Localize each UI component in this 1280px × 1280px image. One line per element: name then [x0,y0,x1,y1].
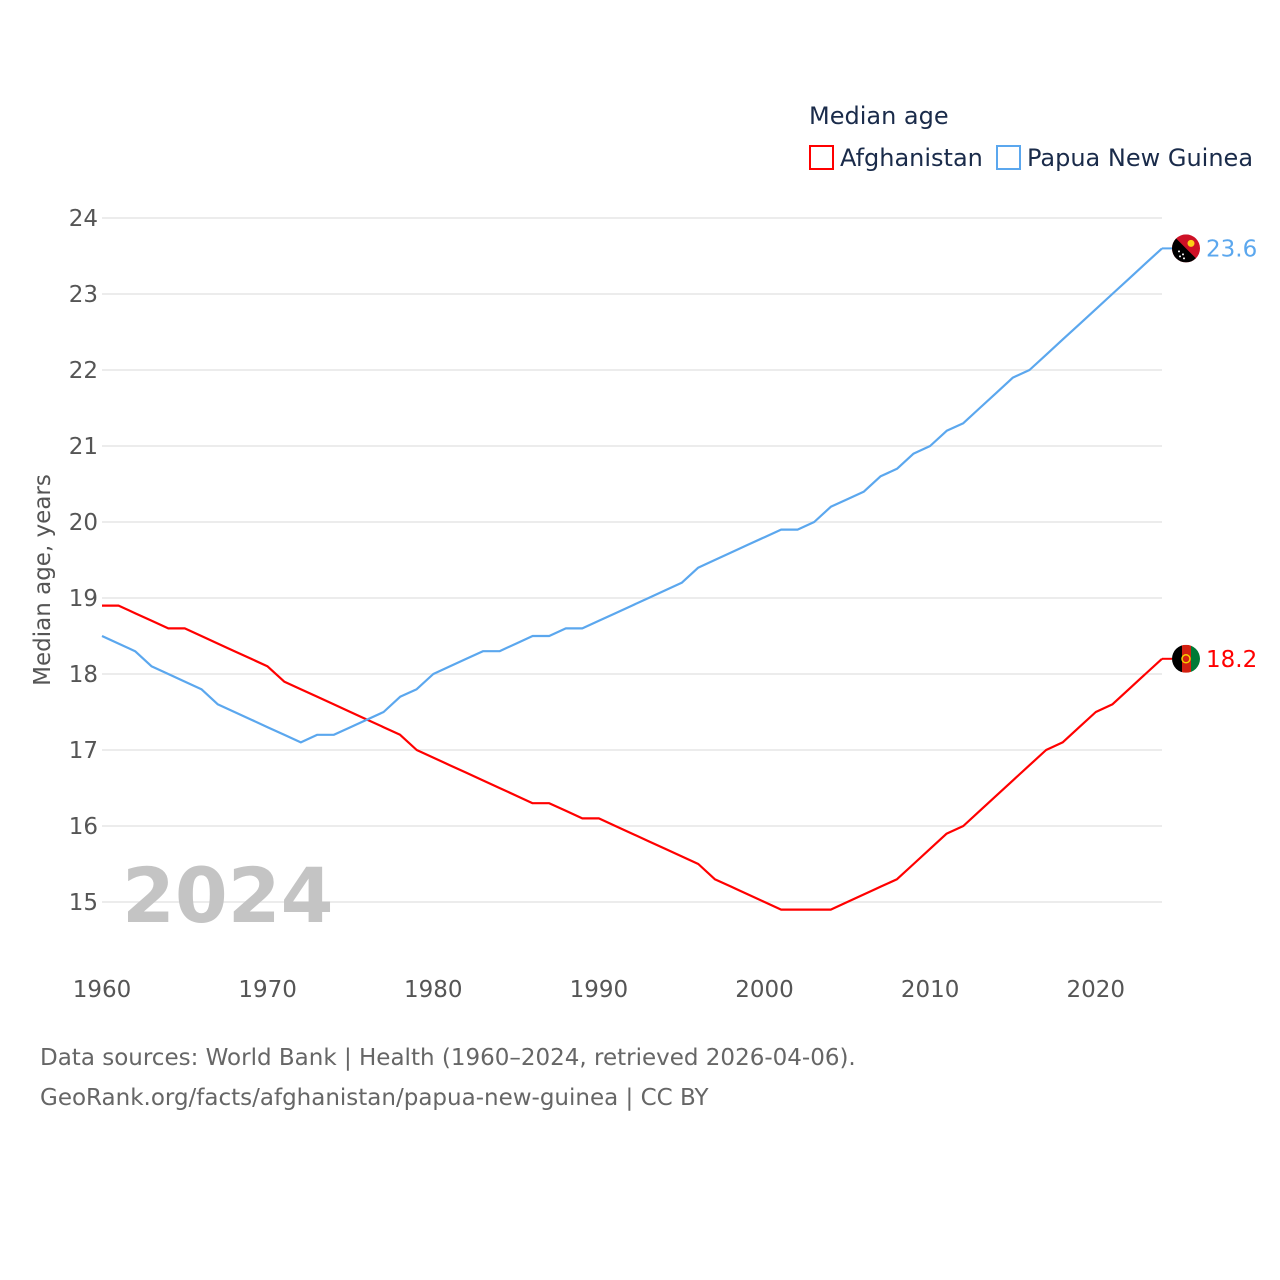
end-markers: 18.2 23.6 [1162,234,1257,673]
legend-swatch-papua-new-guinea[interactable] [996,145,1021,170]
flag-body [1172,234,1200,263]
flag-black [1172,234,1200,263]
series-lines [101,247,1163,911]
footer-sources: Data sources: World Bank | Health (1960–… [40,1045,856,1071]
y-tick-label: 16 [69,814,98,840]
y-tick-label: 21 [69,434,98,460]
flag-body [1172,644,1200,673]
flag-stripe [1182,644,1191,673]
footer-link[interactable]: GeoRank.org/facts/afghanistan/papua-new-… [40,1085,709,1111]
y-tick-label: 18 [69,662,98,688]
flag-afghanistan-icon [1172,644,1200,673]
x-tick-label: 2000 [735,977,794,1003]
flag-papua-new-guinea-icon [1172,234,1200,263]
end-value-label: 23.6 [1206,236,1257,262]
flag-stripe [1191,644,1200,673]
legend: Median age Afghanistan Papua New Guinea [809,102,1253,172]
y-tick-label: 22 [69,358,98,384]
y-tick-labels: 15 16 17 18 19 20 21 22 23 24 [69,206,98,916]
flag-star [1178,250,1180,253]
x-tick-label: 2020 [1066,977,1125,1003]
y-axis-label: Median age, years [30,474,56,686]
y-tick-label: 15 [69,890,98,916]
y-tick-label: 24 [69,206,98,232]
flag-bird [1187,239,1195,247]
x-tick-label: 1990 [570,977,629,1003]
legend-label-afghanistan[interactable]: Afghanistan [840,144,983,172]
flag-emblem [1181,654,1191,664]
flag-star [1182,253,1184,256]
x-tick-label: 1970 [238,977,297,1003]
series-line-papua-new-guinea [101,247,1163,744]
flag-star [1183,257,1185,260]
grid-lines [102,217,1162,903]
flag-stripe [1172,644,1182,673]
flag-star [1179,255,1181,258]
x-tick-label: 1960 [73,977,132,1003]
x-tick-label: 1980 [404,977,463,1003]
year-watermark: 2024 [122,851,334,940]
legend-title: Median age [809,102,949,130]
series-line-afghanistan [102,604,1163,911]
end-value-label: 18.2 [1206,647,1257,673]
x-tick-label: 2010 [901,977,960,1003]
legend-swatch-afghanistan[interactable] [809,145,834,170]
legend-label-papua-new-guinea[interactable]: Papua New Guinea [1027,144,1253,172]
y-tick-label: 20 [69,510,98,536]
y-tick-label: 17 [69,738,98,764]
y-tick-label: 19 [69,586,98,612]
y-tick-label: 23 [69,282,98,308]
x-tick-labels: 1960 1970 1980 1990 2000 2010 2020 [73,977,1125,1003]
